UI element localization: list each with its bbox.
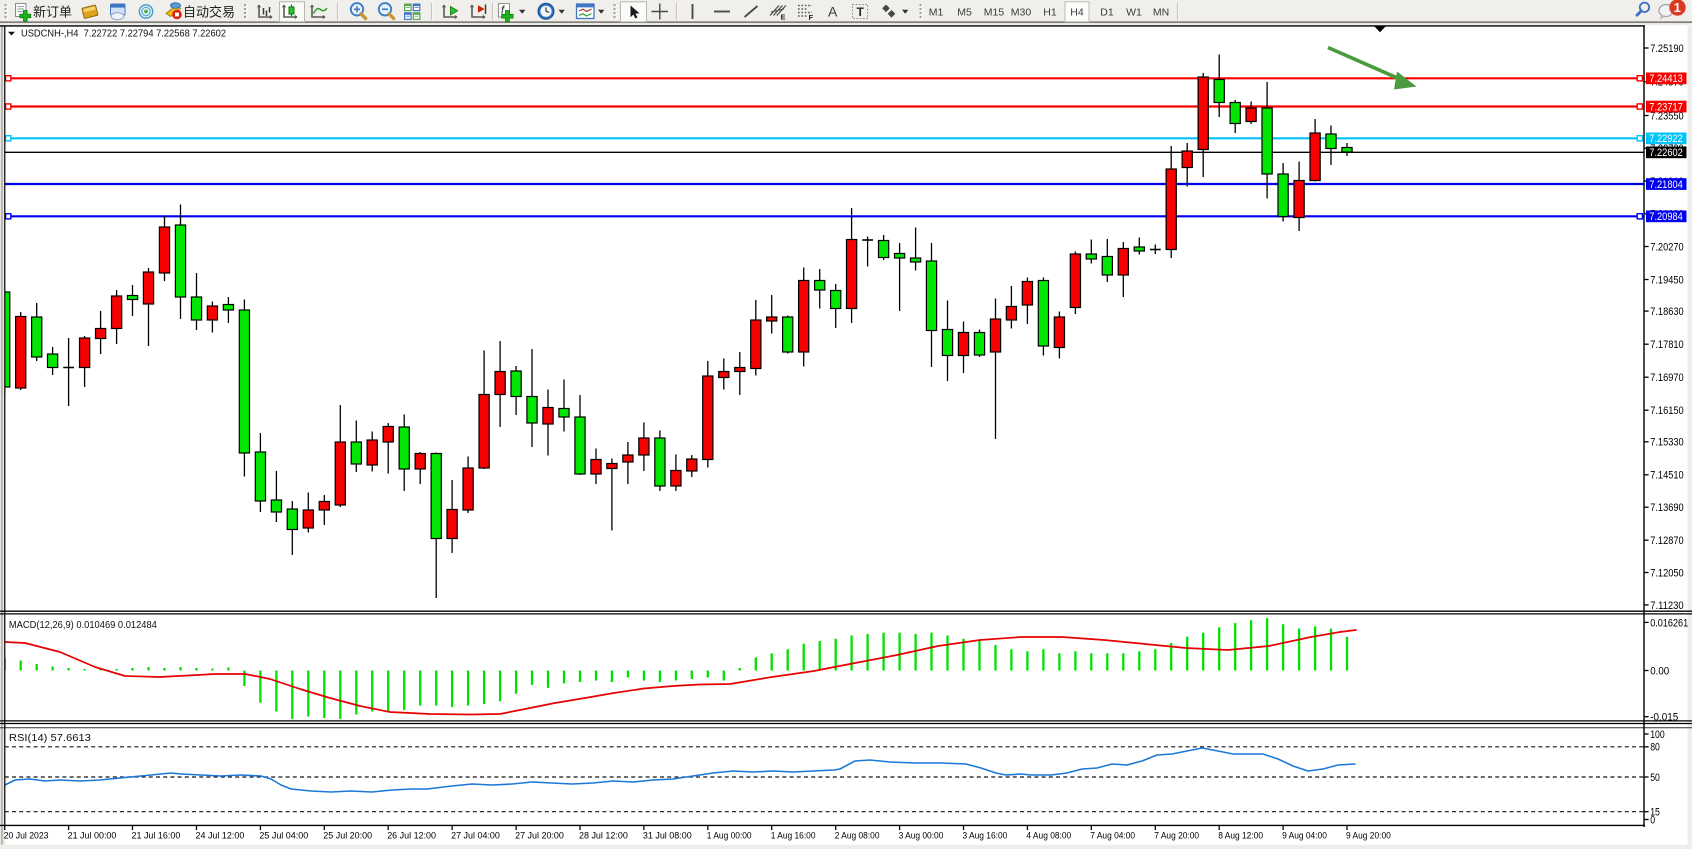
svg-text:26 Jul 12:00: 26 Jul 12:00: [387, 831, 436, 842]
svg-text:1 Aug 16:00: 1 Aug 16:00: [771, 831, 816, 842]
svg-text:80: 80: [1650, 742, 1660, 754]
svg-text:7 Aug 20:00: 7 Aug 20:00: [1154, 831, 1199, 842]
svg-text:7.21804: 7.21804: [1649, 179, 1683, 191]
svg-text:A: A: [828, 4, 838, 20]
svg-text:MN: MN: [1153, 7, 1169, 19]
svg-text:3 Aug 00:00: 3 Aug 00:00: [899, 831, 944, 842]
svg-text:USDCNH-,H4 7.22722 7.22794 7.: USDCNH-,H4 7.22722 7.22794 7.22568 7.226…: [21, 28, 226, 39]
svg-text:28 Jul 12:00: 28 Jul 12:00: [579, 831, 628, 842]
svg-text:25 Jul 04:00: 25 Jul 04:00: [259, 831, 308, 842]
svg-text:0.00: 0.00: [1650, 665, 1669, 677]
svg-text:7.19450: 7.19450: [1650, 274, 1684, 286]
svg-text:7.13690: 7.13690: [1650, 502, 1684, 514]
svg-text:100: 100: [1650, 729, 1665, 741]
svg-text:W1: W1: [1126, 7, 1142, 19]
svg-text:9 Aug 20:00: 9 Aug 20:00: [1346, 831, 1391, 842]
svg-text:4 Aug 08:00: 4 Aug 08:00: [1026, 831, 1071, 842]
svg-text:7.16970: 7.16970: [1650, 372, 1684, 384]
svg-text:27 Jul 20:00: 27 Jul 20:00: [515, 831, 564, 842]
svg-text:7.17810: 7.17810: [1650, 339, 1684, 351]
svg-text:7.25190: 7.25190: [1650, 43, 1684, 55]
svg-text:3 Aug 16:00: 3 Aug 16:00: [963, 831, 1008, 842]
svg-text:F: F: [809, 13, 814, 22]
svg-text:21 Jul 00:00: 21 Jul 00:00: [68, 831, 117, 842]
svg-text:7.11230: 7.11230: [1650, 600, 1684, 612]
svg-text:E: E: [781, 13, 786, 22]
svg-text:MACD(12,26,9) 0.010469 0.01248: MACD(12,26,9) 0.010469 0.012484: [9, 620, 157, 631]
svg-text:D1: D1: [1100, 7, 1114, 19]
svg-text:自动交易: 自动交易: [183, 5, 235, 20]
svg-text:M5: M5: [957, 7, 972, 19]
svg-text:7.23550: 7.23550: [1650, 110, 1684, 122]
svg-text:M1: M1: [929, 7, 944, 19]
svg-text:31 Jul 08:00: 31 Jul 08:00: [643, 831, 692, 842]
svg-text:50: 50: [1650, 772, 1660, 784]
svg-text:7.16150: 7.16150: [1650, 405, 1684, 417]
svg-text:7.15330: 7.15330: [1650, 437, 1684, 449]
svg-text:1 Aug 00:00: 1 Aug 00:00: [707, 831, 752, 842]
svg-text:-0.015: -0.015: [1650, 712, 1678, 724]
svg-text:7 Aug 04:00: 7 Aug 04:00: [1090, 831, 1135, 842]
svg-text:7.22922: 7.22922: [1649, 133, 1683, 145]
svg-text:M30: M30: [1011, 7, 1032, 19]
svg-text:0.016261: 0.016261: [1650, 617, 1688, 629]
svg-text:25 Jul 20:00: 25 Jul 20:00: [323, 831, 372, 842]
svg-text:M15: M15: [984, 7, 1005, 19]
svg-text:H4: H4: [1070, 7, 1084, 19]
svg-text:T: T: [857, 5, 865, 19]
svg-text:2 Aug 08:00: 2 Aug 08:00: [835, 831, 880, 842]
svg-text:20 Jul 2023: 20 Jul 2023: [4, 831, 49, 842]
svg-text:f: f: [501, 5, 505, 17]
svg-text:21 Jul 16:00: 21 Jul 16:00: [132, 831, 181, 842]
svg-text:H1: H1: [1043, 7, 1057, 19]
svg-text:7.20270: 7.20270: [1650, 241, 1684, 253]
svg-text:7.23717: 7.23717: [1649, 101, 1683, 113]
svg-text:15: 15: [1650, 807, 1660, 819]
svg-text:24 Jul 12:00: 24 Jul 12:00: [196, 831, 245, 842]
svg-text:新订单: 新订单: [33, 5, 72, 20]
svg-text:9 Aug 04:00: 9 Aug 04:00: [1282, 831, 1327, 842]
svg-text:0: 0: [1650, 814, 1655, 826]
svg-text:RSI(14) 57.6613: RSI(14) 57.6613: [9, 733, 91, 744]
svg-text:27 Jul 04:00: 27 Jul 04:00: [451, 831, 500, 842]
svg-text:7.22602: 7.22602: [1649, 147, 1683, 159]
svg-text:7.24413: 7.24413: [1649, 73, 1683, 85]
svg-text:1: 1: [1674, 0, 1681, 15]
svg-text:7.12050: 7.12050: [1650, 567, 1684, 579]
svg-text:7.20984: 7.20984: [1649, 211, 1683, 223]
svg-text:7.12870: 7.12870: [1650, 535, 1684, 547]
svg-text:8 Aug 12:00: 8 Aug 12:00: [1218, 831, 1263, 842]
svg-text:7.14510: 7.14510: [1650, 470, 1684, 482]
svg-text:7.18630: 7.18630: [1650, 306, 1684, 318]
